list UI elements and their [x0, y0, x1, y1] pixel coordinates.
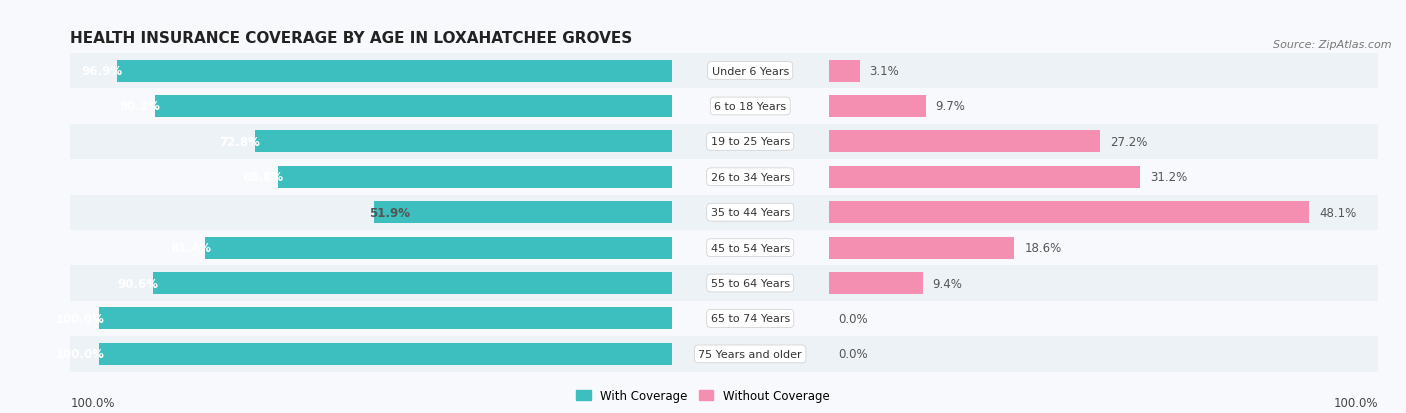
Bar: [828, 160, 1406, 195]
Text: 26 to 34 Years: 26 to 34 Years: [710, 172, 790, 183]
Text: 55 to 64 Years: 55 to 64 Years: [710, 278, 790, 288]
Text: 65 to 74 Years: 65 to 74 Years: [710, 314, 790, 324]
Bar: [672, 89, 828, 124]
Text: 45 to 54 Years: 45 to 54 Years: [710, 243, 790, 253]
Bar: [98, 343, 672, 365]
Bar: [70, 301, 672, 336]
Bar: [828, 131, 1101, 153]
Bar: [672, 301, 828, 336]
Bar: [70, 195, 672, 230]
Bar: [70, 336, 672, 372]
Text: 19 to 25 Years: 19 to 25 Years: [710, 137, 790, 147]
Bar: [117, 60, 672, 82]
Bar: [828, 202, 1309, 224]
Bar: [70, 124, 672, 160]
Bar: [70, 89, 672, 124]
Text: 68.8%: 68.8%: [242, 171, 284, 184]
Bar: [98, 308, 672, 330]
Bar: [374, 202, 672, 224]
Text: 90.3%: 90.3%: [120, 100, 160, 113]
Text: 9.7%: 9.7%: [935, 100, 966, 113]
Bar: [70, 266, 672, 301]
Bar: [277, 166, 672, 188]
Bar: [828, 124, 1406, 160]
Bar: [70, 54, 672, 89]
Bar: [828, 60, 859, 82]
Bar: [672, 230, 828, 266]
Bar: [205, 237, 672, 259]
Text: 100.0%: 100.0%: [56, 312, 104, 325]
Text: 6 to 18 Years: 6 to 18 Years: [714, 102, 786, 112]
Bar: [828, 301, 1406, 336]
Text: 35 to 44 Years: 35 to 44 Years: [710, 208, 790, 218]
Bar: [828, 273, 922, 294]
Text: 48.1%: 48.1%: [1319, 206, 1357, 219]
Bar: [672, 336, 828, 372]
Legend: With Coverage, Without Coverage: With Coverage, Without Coverage: [572, 385, 834, 407]
Bar: [828, 195, 1406, 230]
Bar: [828, 96, 925, 118]
Bar: [672, 160, 828, 195]
Bar: [672, 124, 828, 160]
Bar: [828, 336, 1406, 372]
Text: 96.9%: 96.9%: [82, 65, 122, 78]
Bar: [828, 237, 1014, 259]
Text: 27.2%: 27.2%: [1111, 135, 1147, 149]
Text: HEALTH INSURANCE COVERAGE BY AGE IN LOXAHATCHEE GROVES: HEALTH INSURANCE COVERAGE BY AGE IN LOXA…: [70, 31, 633, 45]
Text: 3.1%: 3.1%: [870, 65, 900, 78]
Bar: [672, 54, 828, 89]
Text: 31.2%: 31.2%: [1150, 171, 1188, 184]
Text: 90.6%: 90.6%: [118, 277, 159, 290]
Bar: [828, 166, 1140, 188]
Bar: [70, 230, 672, 266]
Text: 0.0%: 0.0%: [839, 312, 869, 325]
Text: 51.9%: 51.9%: [368, 206, 409, 219]
Text: 100.0%: 100.0%: [1333, 396, 1378, 409]
Text: 72.8%: 72.8%: [219, 135, 260, 149]
Text: 81.4%: 81.4%: [170, 242, 211, 254]
Text: 9.4%: 9.4%: [932, 277, 963, 290]
Text: 75 Years and older: 75 Years and older: [699, 349, 801, 359]
Text: 100.0%: 100.0%: [56, 348, 104, 361]
Text: 100.0%: 100.0%: [70, 396, 115, 409]
Text: 18.6%: 18.6%: [1025, 242, 1062, 254]
Bar: [254, 131, 672, 153]
Bar: [828, 230, 1406, 266]
Bar: [828, 266, 1406, 301]
Text: 0.0%: 0.0%: [839, 348, 869, 361]
Bar: [672, 195, 828, 230]
Bar: [828, 54, 1406, 89]
Text: Source: ZipAtlas.com: Source: ZipAtlas.com: [1274, 40, 1392, 50]
Bar: [153, 273, 672, 294]
Bar: [828, 89, 1406, 124]
Bar: [70, 160, 672, 195]
Bar: [155, 96, 672, 118]
Bar: [672, 266, 828, 301]
Text: Under 6 Years: Under 6 Years: [711, 66, 789, 76]
